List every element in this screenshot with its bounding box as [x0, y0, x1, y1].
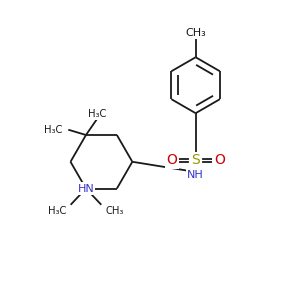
- Text: H₃C: H₃C: [44, 125, 62, 135]
- Text: H₃C: H₃C: [88, 109, 106, 118]
- Text: CH₃: CH₃: [185, 28, 206, 38]
- Text: HN: HN: [78, 184, 94, 194]
- Text: CH₃: CH₃: [105, 206, 124, 216]
- Text: O: O: [214, 153, 225, 167]
- Text: H₃C: H₃C: [48, 206, 67, 216]
- Text: O: O: [167, 153, 178, 167]
- Text: S: S: [191, 153, 200, 167]
- Text: NH: NH: [187, 170, 204, 180]
